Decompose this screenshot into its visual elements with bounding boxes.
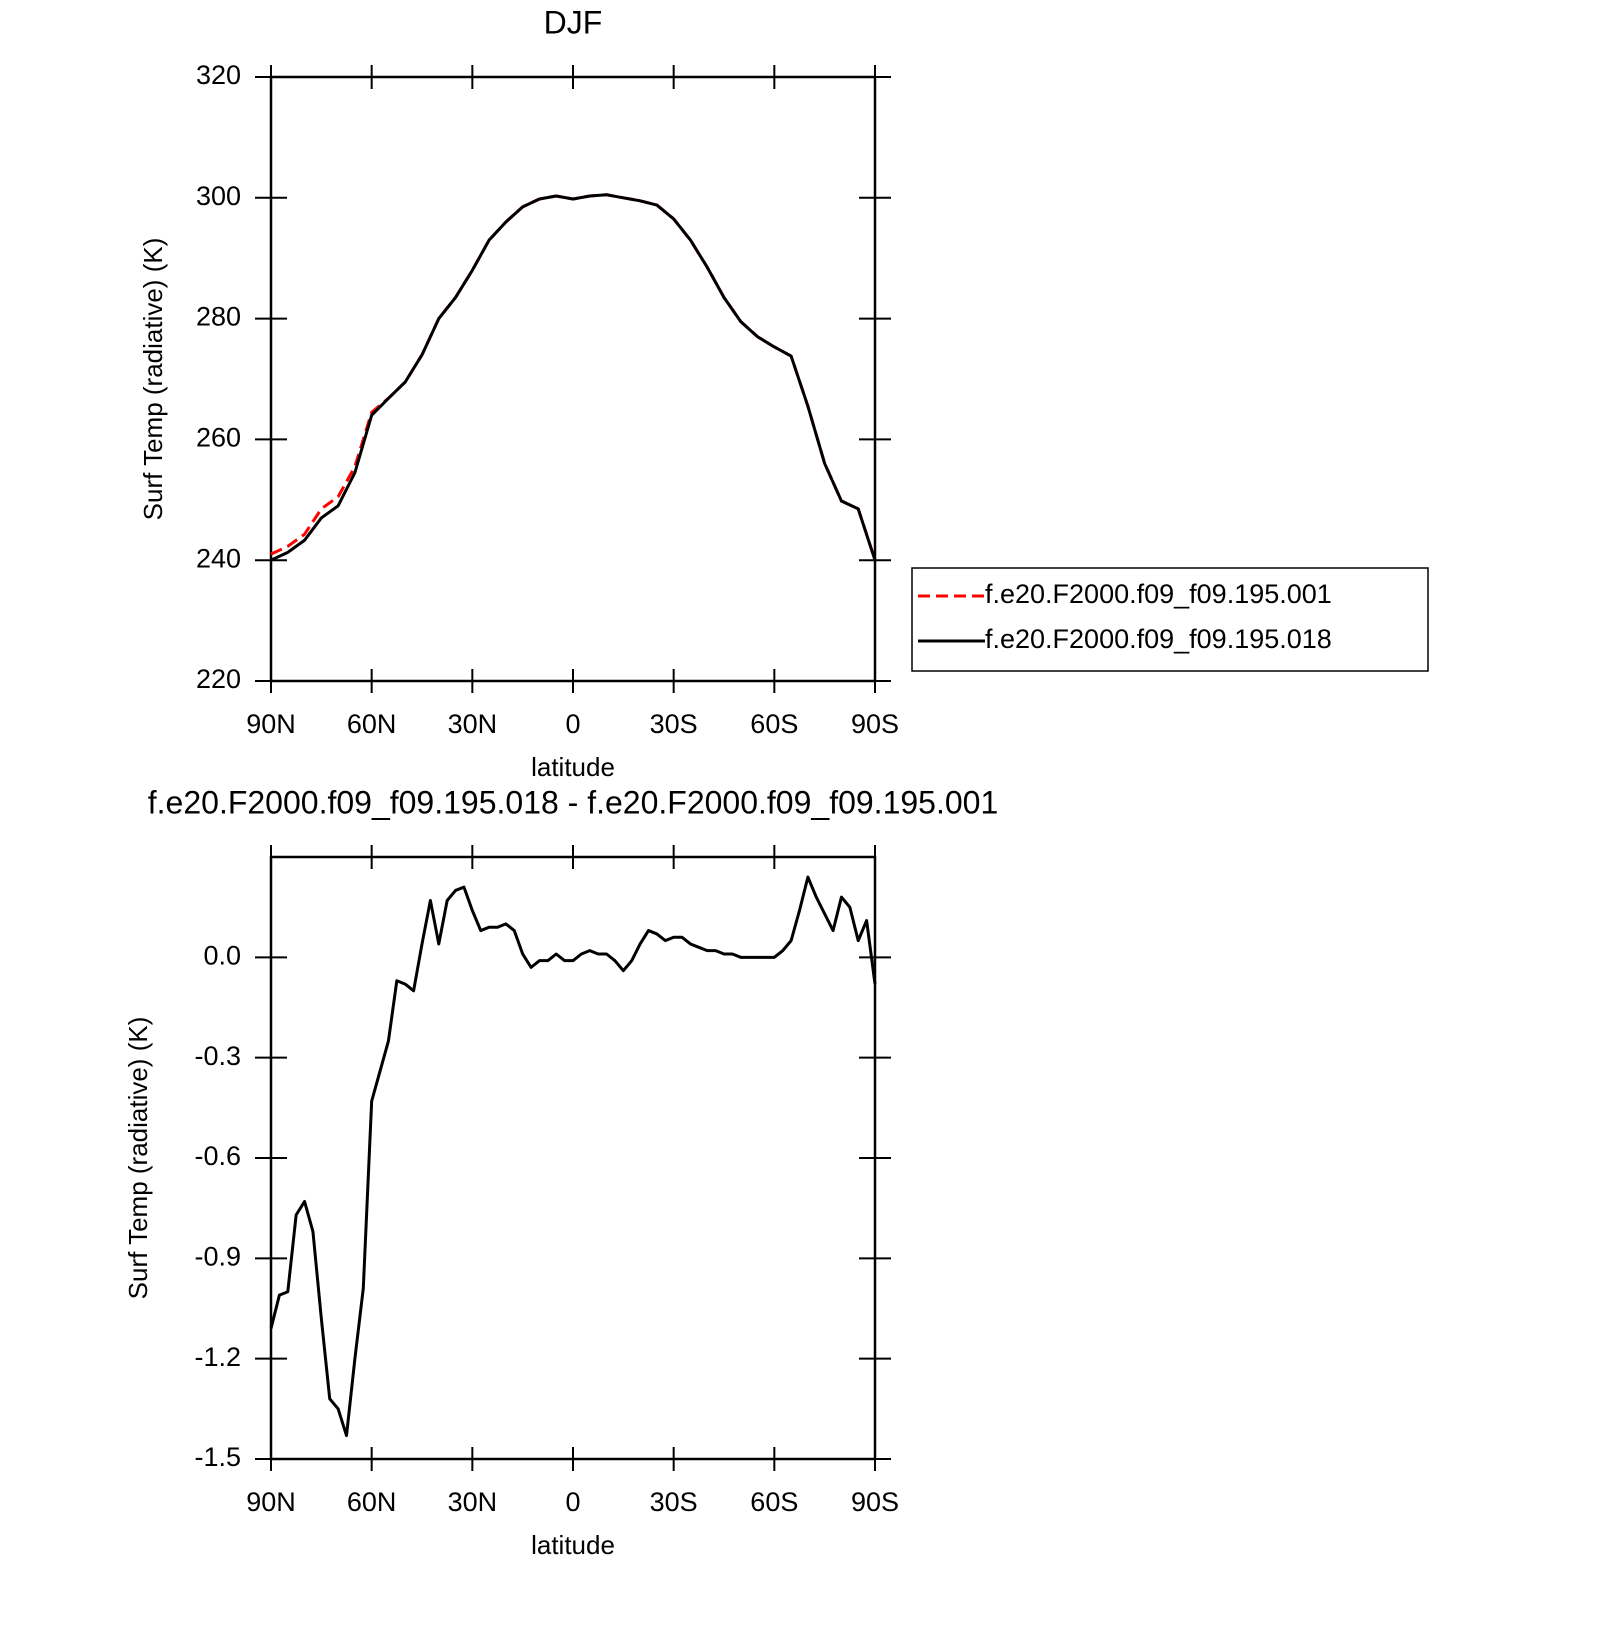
y-tick-label: 260 — [196, 423, 241, 453]
y-tick-label: -0.9 — [194, 1241, 241, 1271]
y-tick-label: 280 — [196, 302, 241, 332]
y-tick-label: -0.3 — [194, 1041, 241, 1071]
y-tick-label: -0.6 — [194, 1141, 241, 1171]
data-line — [269, 875, 877, 1438]
chart-title: DJF — [544, 4, 603, 40]
x-tick-label: 60N — [347, 1487, 397, 1517]
y-tick-label: -1.2 — [194, 1342, 241, 1372]
y-axis-label: Surf Temp (radiative) (K) — [138, 238, 168, 521]
x-tick-label: 30S — [650, 1487, 698, 1517]
y-tick-label: -1.5 — [194, 1442, 241, 1472]
x-tick-label: 90N — [246, 709, 296, 739]
x-tick-label: 90S — [851, 709, 899, 739]
x-tick-label: 30N — [448, 709, 498, 739]
x-tick-label: 60N — [347, 709, 397, 739]
y-tick-label: 0.0 — [203, 940, 241, 970]
x-axis-label: latitude — [531, 1530, 615, 1560]
y-tick-label: 320 — [196, 60, 241, 90]
x-tick-label: 30S — [650, 709, 698, 739]
y-tick-label: 300 — [196, 181, 241, 211]
x-tick-label: 0 — [565, 709, 580, 739]
chart-title: f.e20.F2000.f09_f09.195.018 - f.e20.F200… — [148, 784, 998, 820]
plot-frame — [269, 855, 877, 1461]
x-tick-label: 60S — [750, 709, 798, 739]
data-line — [270, 193, 877, 562]
y-tick-label: 220 — [196, 664, 241, 694]
x-axis-label: latitude — [531, 752, 615, 782]
legend-label: f.e20.F2000.f09_f09.195.001 — [985, 579, 1332, 609]
x-tick-label: 0 — [565, 1487, 580, 1517]
y-tick-label: 240 — [196, 543, 241, 573]
x-tick-label: 60S — [750, 1487, 798, 1517]
x-tick-label: 90S — [851, 1487, 899, 1517]
y-axis-label: Surf Temp (radiative) (K) — [123, 1017, 153, 1300]
x-tick-label: 90N — [246, 1487, 296, 1517]
legend-label: f.e20.F2000.f09_f09.195.018 — [985, 624, 1332, 654]
plot-frame — [269, 75, 877, 683]
data-line — [270, 193, 877, 561]
legend-box — [911, 567, 1429, 672]
x-tick-label: 30N — [448, 1487, 498, 1517]
